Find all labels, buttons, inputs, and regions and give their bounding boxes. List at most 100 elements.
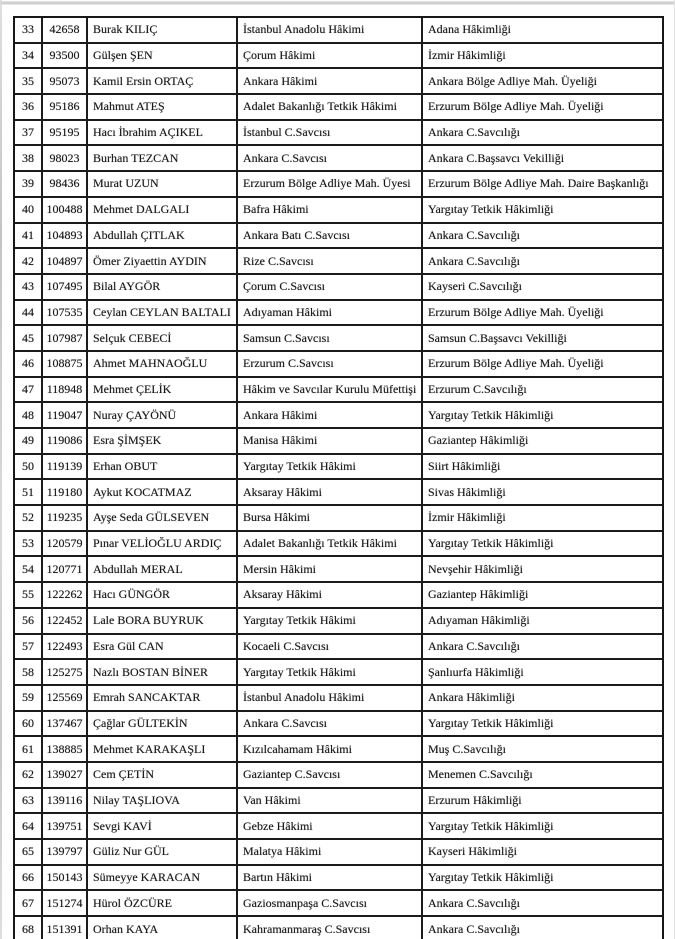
cell-person-name: Esra Gül CAN <box>88 634 238 659</box>
cell-person-name: Gülşen ŞEN <box>88 43 238 68</box>
cell-current-post: Adıyaman Hâkimi <box>238 300 423 325</box>
cell-new-assignment: Adana Hâkimliği <box>428 22 511 37</box>
table-row: 48 119047 Nuray ÇAYÖNÜ Ankara Hâkimi Yar… <box>15 403 662 429</box>
cell-new-assignment: Muş C.Savcılığı <box>428 741 507 756</box>
cell-registry-number: 98023 <box>43 146 88 171</box>
cell-row-number: 60 <box>15 711 43 736</box>
cell-person-name: Cem ÇETİN <box>88 762 238 787</box>
cell-current-post: Kocaeli C.Savcısı <box>238 634 423 659</box>
cell-current-post: Adalet Bakanlığı Tetkik Hâkimi <box>238 531 423 556</box>
cell-row-number: 53 <box>15 531 43 556</box>
cell-person-name: Mehmet ÇELİK <box>88 377 238 402</box>
cell-new-assignment: Ankara C.Savcılığı <box>428 125 520 140</box>
cell-registry-number: 120579 <box>43 531 88 556</box>
cell-person-name: Abdullah MERAL <box>88 557 238 582</box>
cell-row-number: 39 <box>15 172 43 196</box>
cell-registry-number: 151391 <box>43 917 88 939</box>
table-row: 33 42658 Burak KILIÇ İstanbul Anadolu Hâ… <box>15 18 662 44</box>
cell-current-post: Van Hâkimi <box>238 788 423 813</box>
cell-row-number: 68 <box>15 917 43 939</box>
cell-row-number: 49 <box>15 429 43 453</box>
cell-person-name: Hacı GÜNGÖR <box>88 583 238 607</box>
table-row: 57 122493 Esra Gül CAN Kocaeli C.Savcısı… <box>15 634 662 661</box>
cell-new-assignment: Ankara C.Başsavcı Vekilliği <box>428 150 565 165</box>
cell-current-post: İstanbul Anadolu Hâkimi <box>238 18 423 42</box>
cell-row-number: 59 <box>15 685 43 710</box>
table-row: 60 137467 Çağlar GÜLTEKİN Ankara C.Savcı… <box>15 711 662 738</box>
cell-current-post: Erzurum Bölge Adliye Mah. Üyesi <box>238 172 423 196</box>
cell-current-post: Gaziosmanpaşa C.Savcısı <box>238 891 423 916</box>
cell-new-assignment: Ankara C.Savcılığı <box>428 922 520 937</box>
cell-person-name: Mehmet DALGALI <box>88 197 238 222</box>
cell-row-number: 33 <box>15 18 43 42</box>
cell-new-assignment: Ankara C.Savcılığı <box>428 253 520 268</box>
table-row: 68 151391 Orhan KAYA Kahramanmaraş C.Sav… <box>15 917 662 939</box>
cell-current-post: Manisa Hâkimi <box>238 429 423 453</box>
cell-registry-number: 107535 <box>43 300 88 325</box>
cell-registry-number: 125569 <box>43 685 88 710</box>
cell-person-name: Esra ŞİMŞEK <box>88 429 238 453</box>
cell-person-name: Sevgi KAVİ <box>88 814 238 838</box>
cell-new-assignment: Erzurum Bölge Adliye Mah. Üyeliği <box>428 304 604 319</box>
cell-registry-number: 122262 <box>43 583 88 607</box>
cell-row-number: 50 <box>15 454 43 479</box>
cell-current-post: Bartın Hâkimi <box>238 865 423 890</box>
cell-row-number: 48 <box>15 403 43 427</box>
table-row: 55 122262 Hacı GÜNGÖR Aksaray Hâkimi Gaz… <box>15 583 662 609</box>
cell-row-number: 46 <box>15 351 43 376</box>
cell-person-name: Mehmet KARAKAŞLI <box>88 737 238 761</box>
cell-registry-number: 95073 <box>43 69 88 94</box>
cell-current-post: Yargıtay Tetkik Hâkimi <box>238 608 423 633</box>
cell-registry-number: 93500 <box>43 43 88 68</box>
cell-person-name: Nuray ÇAYÖNÜ <box>88 403 238 427</box>
cell-current-post: Malatya Hâkimi <box>238 840 423 864</box>
cell-new-assignment: Siirt Hâkimliği <box>428 459 501 474</box>
cell-current-post: Kızılcahamam Hâkimi <box>238 737 423 761</box>
cell-person-name: Murat UZUN <box>88 172 238 196</box>
cell-current-post: Adalet Bakanlığı Tetkik Hâkimi <box>238 95 423 119</box>
table-row: 53 120579 Pınar VELİOĞLU ARDIÇ Adalet Ba… <box>15 531 662 558</box>
cell-row-number: 66 <box>15 865 43 890</box>
cell-current-post: Erzurum C.Savcısı <box>238 351 423 376</box>
table-row: 50 119139 Erhan OBUT Yargıtay Tetkik Hâk… <box>15 454 662 481</box>
cell-current-post: Samsun C.Savcısı <box>238 326 423 350</box>
cell-registry-number: 42658 <box>43 18 88 42</box>
cell-row-number: 63 <box>15 788 43 813</box>
cell-registry-number: 95195 <box>43 120 88 145</box>
cell-new-assignment: Yargıtay Tetkik Hâkimliği <box>428 202 554 217</box>
table-row: 36 95186 Mahmut ATEŞ Adalet Bakanlığı Te… <box>15 95 662 121</box>
table-row: 56 122452 Lale BORA BUYRUK Yargıtay Tetk… <box>15 608 662 635</box>
table-row: 41 104893 Abdullah ÇITLAK Ankara Batı C.… <box>15 223 662 250</box>
cell-new-assignment: Şanlıurfa Hâkimliği <box>428 664 524 679</box>
cell-registry-number: 151274 <box>43 891 88 916</box>
table-row: 46 108875 Ahmet MAHNAOĞLU Erzurum C.Savc… <box>15 351 662 378</box>
cell-current-post: Gebze Hâkimi <box>238 814 423 838</box>
table-row: 49 119086 Esra ŞİMŞEK Manisa Hâkimi Gazi… <box>15 429 662 455</box>
cell-row-number: 47 <box>15 377 43 402</box>
cell-new-assignment: Yargıtay Tetkik Hâkimliği <box>428 818 554 833</box>
cell-current-post: Ankara Batı C.Savcısı <box>238 223 423 248</box>
cell-person-name: Aykut KOCATMAZ <box>88 480 238 505</box>
cell-new-assignment: Samsun C.Başsavcı Vekilliği <box>428 330 567 345</box>
cell-row-number: 38 <box>15 146 43 171</box>
cell-registry-number: 139751 <box>43 814 88 838</box>
appointments-table: 33 42658 Burak KILIÇ İstanbul Anadolu Hâ… <box>13 16 664 939</box>
cell-new-assignment: Yargıtay Tetkik Hâkimliği <box>428 407 554 422</box>
table-row: 47 118948 Mehmet ÇELİK Hâkim ve Savcılar… <box>15 377 662 404</box>
table-row: 59 125569 Emrah SANCAKTAR İstanbul Anado… <box>15 685 662 712</box>
cell-new-assignment: Gaziantep Hâkimliği <box>428 587 529 602</box>
cell-current-post: İstanbul Anadolu Hâkimi <box>238 685 423 710</box>
cell-registry-number: 122493 <box>43 634 88 659</box>
cell-person-name: Mahmut ATEŞ <box>88 95 238 119</box>
cell-person-name: Güliz Nur GÜL <box>88 840 238 864</box>
cell-person-name: Burhan TEZCAN <box>88 146 238 171</box>
table-row: 54 120771 Abdullah MERAL Mersin Hâkimi N… <box>15 557 662 584</box>
cell-new-assignment: Erzurum C.Savcılığı <box>428 381 527 396</box>
cell-registry-number: 119235 <box>43 506 88 530</box>
cell-current-post: Rize C.Savcısı <box>238 249 423 273</box>
cell-registry-number: 138885 <box>43 737 88 761</box>
scan-artifact-left-edge <box>0 0 2 939</box>
cell-new-assignment: Erzurum Bölge Adliye Mah. Üyeliği <box>428 99 604 114</box>
cell-row-number: 54 <box>15 557 43 582</box>
cell-new-assignment: Gaziantep Hâkimliği <box>428 433 529 448</box>
